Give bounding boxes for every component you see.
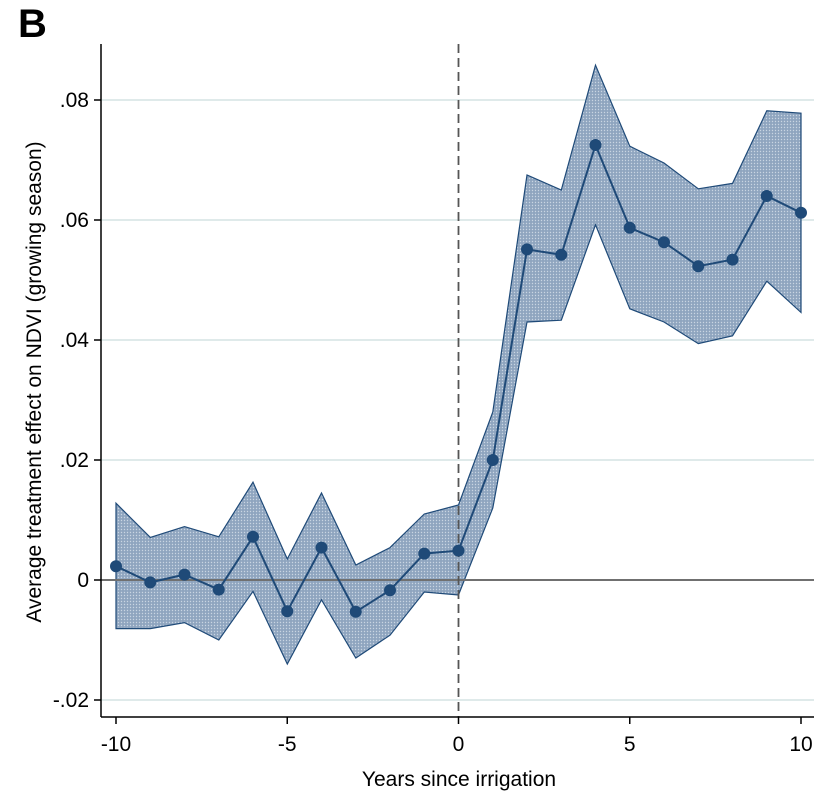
data-point — [726, 253, 739, 266]
data-point — [658, 236, 670, 249]
x-axis-title: Years since irrigation — [362, 768, 556, 791]
series-layer — [110, 139, 807, 618]
data-point — [760, 190, 773, 202]
data-point — [281, 605, 294, 618]
axis-layer: -.02 0 .02 .04 .06 .08 -10 -5 0 5 10 — [53, 44, 814, 756]
reference-lines — [101, 44, 814, 717]
data-point — [315, 541, 328, 554]
confidence-band — [115, 63, 802, 666]
data-point — [418, 547, 431, 560]
y-tick-label: -.02 — [53, 689, 89, 712]
data-point — [110, 560, 122, 573]
data-point — [486, 454, 499, 466]
y-tick-label: .02 — [60, 449, 89, 472]
data-point — [178, 568, 191, 581]
panel-label: B — [18, 2, 47, 46]
data-point — [384, 584, 396, 597]
x-tick-label: 0 — [453, 733, 465, 756]
data-point — [452, 544, 465, 557]
data-point — [795, 206, 807, 219]
data-point — [349, 605, 362, 618]
y-axis-title: Average treatment effect on NDVI (growin… — [23, 141, 46, 622]
y-tick-label: .06 — [60, 209, 89, 232]
data-point — [555, 248, 568, 261]
y-tick-label: 0 — [77, 569, 89, 592]
data-point — [144, 576, 157, 589]
data-point — [521, 243, 533, 256]
band-layer — [115, 63, 802, 666]
data-point — [247, 530, 259, 543]
data-point — [623, 221, 636, 234]
data-point — [212, 583, 225, 596]
x-tick-label: 5 — [624, 733, 636, 756]
data-point — [692, 260, 705, 273]
y-tick-label: .08 — [60, 89, 89, 112]
x-tick-label: -5 — [278, 733, 297, 756]
data-point — [589, 139, 602, 151]
y-tick-label: .04 — [60, 329, 90, 352]
x-tick-label: -10 — [101, 733, 131, 756]
x-tick-label: 10 — [789, 733, 812, 756]
